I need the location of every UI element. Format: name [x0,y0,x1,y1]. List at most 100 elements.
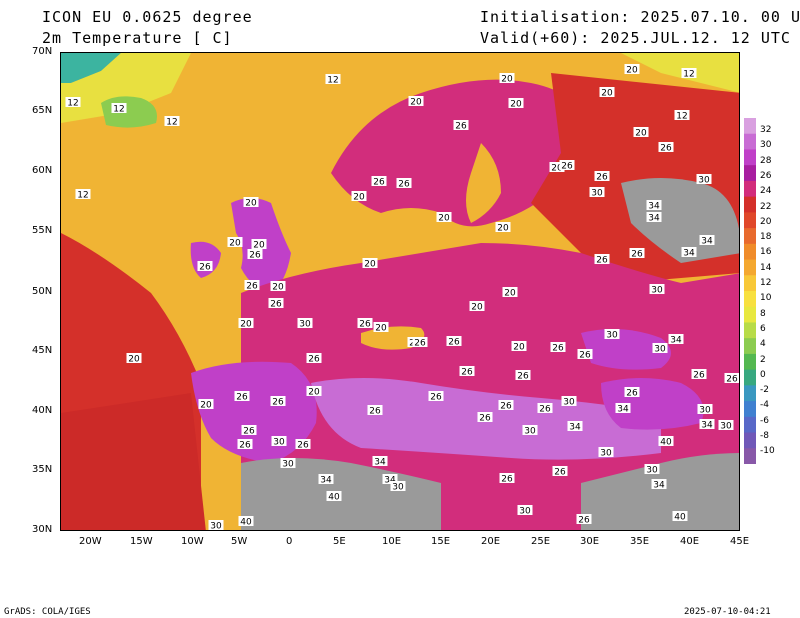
contour-label: 20 [469,301,485,313]
colorbar-label: 14 [760,262,772,273]
svg-text:34: 34 [617,405,629,415]
lat-label: 30N [32,524,53,535]
colorbar-swatch [744,243,756,261]
svg-text:34: 34 [648,202,660,212]
contour-label: 30 [208,520,224,530]
svg-text:26: 26 [398,180,410,190]
lon-label: 20W [79,536,102,547]
contour-label: 20 [270,281,286,293]
svg-text:26: 26 [239,441,251,451]
colorbar-swatch [744,118,756,135]
contour-label: 26 [237,439,253,451]
contour-label: 12 [65,97,81,109]
contour-label: 26 [396,178,412,190]
lon-label: 40E [680,536,700,547]
svg-text:26: 26 [249,251,261,261]
contour-label: 20 [508,98,524,110]
svg-text:26: 26 [726,375,738,385]
lat-label: 60N [32,165,53,176]
contour-label: 26 [550,342,566,354]
contour-label: 30 [718,420,734,432]
svg-text:20: 20 [245,199,257,209]
svg-text:26: 26 [579,351,591,361]
svg-text:26: 26 [359,320,371,330]
contour-label: 34 [646,212,662,224]
svg-text:34: 34 [569,423,581,433]
barents-sea-cool [621,53,739,93]
colorbar-label: -4 [760,400,769,411]
colorbar-swatch [744,275,756,292]
svg-text:20: 20 [504,289,516,299]
colorbar-swatch [744,180,756,198]
contour-label: 40 [672,511,688,523]
svg-text:20: 20 [601,89,613,99]
lon-label: 25E [531,536,551,547]
svg-text:34: 34 [320,476,332,486]
colorbar-swatch [744,165,756,182]
colorbar-swatch [744,448,756,464]
svg-text:30: 30 [392,483,404,493]
svg-text:40: 40 [660,438,672,448]
contour-label: 40 [326,491,342,503]
contour-label: 20 [362,258,378,270]
svg-text:26: 26 [626,389,638,399]
colorbar-swatch [744,416,756,434]
svg-text:26: 26 [414,339,426,349]
svg-text:20: 20 [551,164,563,174]
svg-text:34: 34 [384,476,396,486]
contour-label: 34 [646,200,662,212]
svg-text:26: 26 [236,393,248,403]
svg-text:40: 40 [674,513,686,523]
svg-text:30: 30 [699,406,711,416]
svg-text:20: 20 [501,75,513,85]
contour-label: 20 [198,399,214,411]
lon-label: 10W [181,536,204,547]
svg-text:2: 2 [409,339,415,349]
lat-label: 55N [32,225,53,236]
colorbar-label: -10 [760,446,775,457]
continental-europe [241,243,739,530]
contour-label: 30 [652,343,668,355]
subtropical-atlantic [61,393,206,530]
contour-label: 20 [624,64,640,76]
svg-text:20: 20 [128,355,140,365]
contour-label: 34 [372,456,388,468]
colorbar-swatch [744,322,756,339]
svg-text:34: 34 [670,336,682,346]
contour-label: 40 [658,436,674,448]
svg-text:20: 20 [229,239,241,249]
svg-text:26: 26 [461,368,473,378]
contour-label: 26 [428,391,444,403]
contour-label: 26 [499,473,515,485]
colorbar-label: -2 [760,385,769,396]
contour-label: 30 [297,318,313,330]
colorbar-label: 2 [760,354,766,365]
svg-text:20: 20 [353,193,365,203]
contour-label: 26 [367,405,383,417]
svg-text:30: 30 [519,507,531,517]
contour-label: 20 [549,162,565,174]
svg-text:26: 26 [373,178,385,188]
svg-text:12: 12 [113,105,124,115]
svg-text:30: 30 [273,438,285,448]
contour-label: 34 [699,235,715,247]
colorbar-label: -8 [760,431,769,441]
contour-label: 40 [238,516,254,528]
colorbar-swatch [744,212,756,229]
svg-text:34: 34 [701,237,713,247]
lon-label: 30E [580,536,600,547]
contour-label: 26 [624,387,640,399]
contour-label: 26 [270,396,286,408]
contour-label: 26 [498,400,514,412]
contour-label: 34 [615,403,631,415]
contour-label: 20 [495,222,511,234]
svg-text:34: 34 [701,421,713,431]
svg-text:26: 26 [455,122,467,132]
contour-label: 26 [594,254,610,266]
contour-label: 34 [699,419,715,431]
colorbar-swatch [744,401,756,418]
svg-text:40: 40 [328,493,340,503]
contour-label: 30 [271,436,287,448]
colorbar-swatch [744,228,756,245]
svg-text:30: 30 [282,460,294,470]
